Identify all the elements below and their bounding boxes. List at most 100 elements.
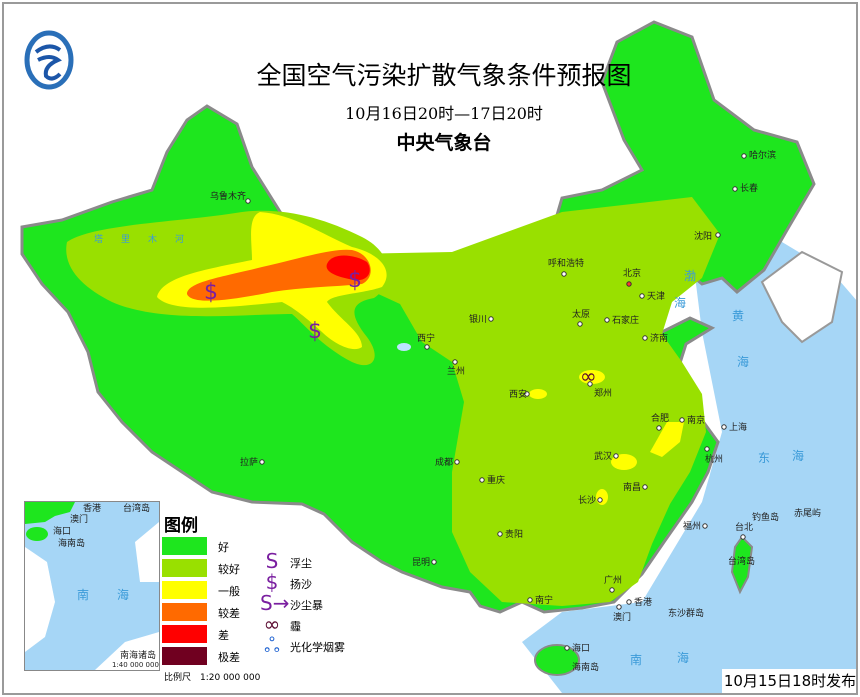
- city-label-nanjing: 南京: [687, 414, 705, 426]
- city-marker-nanjing: [679, 417, 685, 423]
- zone-poor: [326, 255, 370, 281]
- city-marker-lhasa: [259, 459, 265, 465]
- city-label-shenyang: 沈阳: [694, 230, 712, 242]
- inset-map: 香港 台湾岛 澳门 海口 海南岛 南 海 南海诸岛 1:40 000 000: [25, 502, 159, 670]
- city-label-beijing: 北京: [623, 267, 641, 279]
- sea-label: 海: [677, 650, 689, 665]
- inset-label: 海口: [53, 525, 71, 537]
- city-marker-zhengzhou: [587, 381, 593, 387]
- city-marker-macau: [616, 604, 622, 610]
- legend-swatch: [162, 647, 207, 665]
- zone-moderate-changsha: [596, 489, 608, 505]
- city-label-fuzhou: 福州: [683, 520, 701, 532]
- city-label-jinan: 济南: [650, 332, 668, 344]
- legend-symbol-label: 浮尘: [290, 557, 312, 570]
- inset-label: 海南岛: [58, 537, 85, 549]
- legend-title: 图例: [164, 516, 198, 536]
- inset-scale: 1:40 000 000: [112, 661, 159, 669]
- city-marker-guangzhou: [609, 587, 615, 593]
- zone-moderate-xian: [529, 389, 547, 399]
- city-marker-changchun: [732, 186, 738, 192]
- city-marker-haikou: [564, 645, 570, 651]
- city-label-lanzhou: 兰州: [447, 365, 465, 377]
- city-label-hongkong: 香港: [634, 596, 652, 608]
- inset-label: 澳门: [70, 513, 88, 525]
- city-marker-hongkong: [626, 599, 632, 605]
- legend-swatch: [162, 603, 207, 621]
- legend-level-label: 较差: [218, 607, 240, 620]
- sea-label: 渤: [684, 269, 696, 283]
- city-marker-hangzhou: [704, 446, 710, 452]
- city-marker-hefei: [656, 425, 662, 431]
- sea-label: 黄: [732, 309, 744, 323]
- south-china-sea-inset: 香港 台湾岛 澳门 海口 海南岛 南 海 南海诸岛 1:40 000 000: [24, 501, 160, 671]
- publish-time: 10月15日18时发布: [722, 669, 856, 693]
- city-marker-guiyang: [497, 531, 503, 537]
- city-label-harbin: 哈尔滨: [749, 149, 776, 161]
- legend-level-label: 较好: [218, 563, 240, 576]
- zone-fairly-poor: [187, 249, 371, 301]
- taiwan-island: [730, 535, 754, 595]
- scale-bar-text: 比例尺 1:20 000 000: [164, 673, 261, 683]
- legend-level-label: 一般: [218, 585, 240, 598]
- qinghai-lake: [397, 343, 411, 351]
- forecast-period: 10月16日20时—17日20时: [345, 104, 543, 123]
- legend-symbol-label: 光化学烟雾: [290, 641, 345, 654]
- city-marker-wuhan: [613, 453, 619, 459]
- cma-logo: [24, 30, 74, 90]
- inset-title: 南海诸岛: [120, 649, 156, 661]
- legend-level-label: 极差: [218, 651, 240, 664]
- city-label-tianjin: 天津: [647, 291, 665, 302]
- sandstorm-icon: S→: [260, 591, 290, 615]
- city-label-nanning: 南宁: [535, 594, 553, 606]
- sea-area: [522, 242, 856, 693]
- city-label-taiyuan: 太原: [572, 308, 590, 320]
- city-label-nanchang: 南昌: [623, 481, 641, 493]
- legend-swatch: [162, 581, 207, 599]
- agency-name: 中央气象台: [396, 132, 492, 154]
- floating-dust-icon: S: [265, 549, 279, 573]
- place-label: 东沙群岛: [668, 607, 704, 619]
- legend-symbol-label: 沙尘暴: [290, 599, 323, 612]
- hainan-island: [534, 644, 580, 676]
- city-marker-chengdu: [454, 459, 460, 465]
- sea-label: 南: [630, 652, 642, 667]
- city-label-macau: 澳门: [613, 611, 631, 623]
- korea-land: [760, 250, 844, 344]
- haze-icon: ∞: [263, 612, 281, 636]
- city-label-zhengzhou: 郑州: [594, 387, 612, 399]
- sea-label: 海: [674, 295, 686, 310]
- haze-icon: ∞: [580, 364, 597, 388]
- legend-swatch: [162, 559, 207, 577]
- city-marker-tianjin: [639, 293, 645, 299]
- city-label-shanghai: 上海: [729, 421, 747, 433]
- city-marker-xian: [524, 391, 530, 397]
- city-marker-fuzhou: [702, 523, 708, 529]
- city-label-xining: 西宁: [417, 332, 435, 344]
- sea-label: 东: [758, 451, 770, 465]
- city-marker-taipei: [740, 534, 746, 540]
- place-label: 台湾岛: [728, 555, 755, 567]
- forecast-map: $ $ $ ∞ 渤 海 黄 海 东 海 南 海 塔里木河 乌鲁木齐 哈尔滨长春沈阳…: [20, 20, 856, 693]
- city-label-changchun: 长春: [740, 182, 758, 194]
- place-label: 赤尾屿: [794, 508, 821, 519]
- city-marker-harbin: [741, 153, 747, 159]
- city-marker-xining: [424, 344, 430, 350]
- inset-sea-label: 海: [117, 587, 129, 602]
- city-label-hefei: 合肥: [651, 412, 669, 424]
- blowing-sand-icon: $: [308, 319, 322, 344]
- legend-swatch: [162, 537, 207, 555]
- city-label-guangzhou: 广州: [604, 574, 622, 586]
- map-title: 全国空气污染扩散气象条件预报图: [256, 61, 632, 90]
- sea-label: 海: [792, 448, 804, 463]
- inset-label: 香港: [83, 502, 101, 514]
- legend-symbol-label: 扬沙: [290, 578, 312, 591]
- city-marker-changsha: [597, 497, 603, 503]
- legend-level-label: 好: [218, 541, 229, 554]
- city-label-hangzhou: 杭州: [705, 453, 723, 465]
- legend-level-label: 差: [218, 629, 229, 642]
- city-label-wuhan: 武汉: [594, 450, 612, 462]
- zone-moderate-hefei: [650, 422, 684, 457]
- city-marker-lanzhou: [452, 359, 458, 365]
